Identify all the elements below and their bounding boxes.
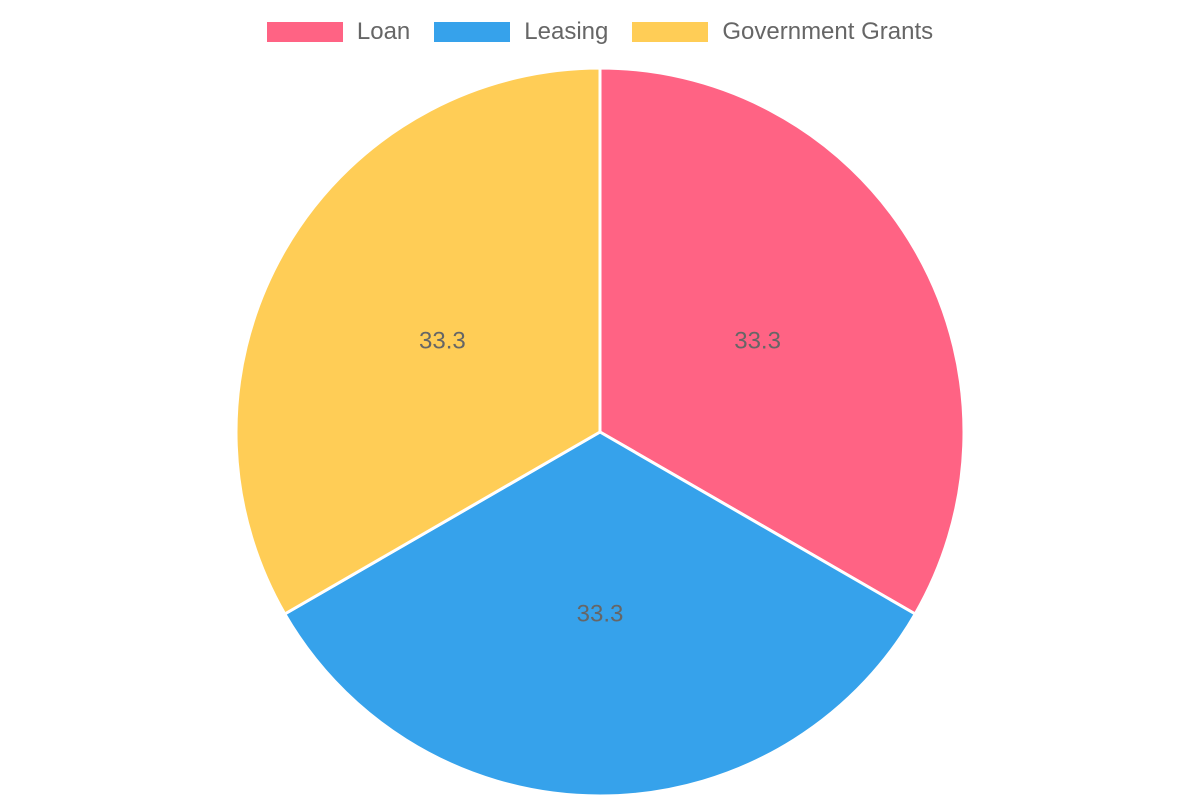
pie-slice-government-grants[interactable]	[234, 66, 602, 616]
chart-legend: Loan Leasing Government Grants	[0, 17, 1200, 47]
pie-data-labels: 33.3 33.3 33.3	[419, 328, 781, 628]
legend-swatch-leasing	[434, 22, 511, 42]
data-label-loan: 33.3	[734, 328, 781, 355]
pie-slice-leasing[interactable]	[283, 430, 917, 798]
legend-swatch-loan	[266, 22, 343, 42]
legend-label-government-grants: Government Grants	[722, 18, 934, 45]
legend-label-leasing: Leasing	[524, 18, 609, 45]
data-label-government-grants: 33.3	[419, 328, 466, 355]
pie-slice-loan[interactable]	[598, 66, 966, 616]
pie-slices	[234, 66, 966, 798]
data-label-leasing: 33.3	[577, 601, 624, 628]
legend-item-loan[interactable]: Loan	[266, 18, 411, 46]
legend-label-loan: Loan	[356, 18, 411, 45]
legend-item-leasing[interactable]: Leasing	[434, 18, 608, 46]
legend-swatch-government-grants	[632, 22, 709, 42]
legend-item-government-grants[interactable]: Government Grants	[632, 18, 933, 46]
